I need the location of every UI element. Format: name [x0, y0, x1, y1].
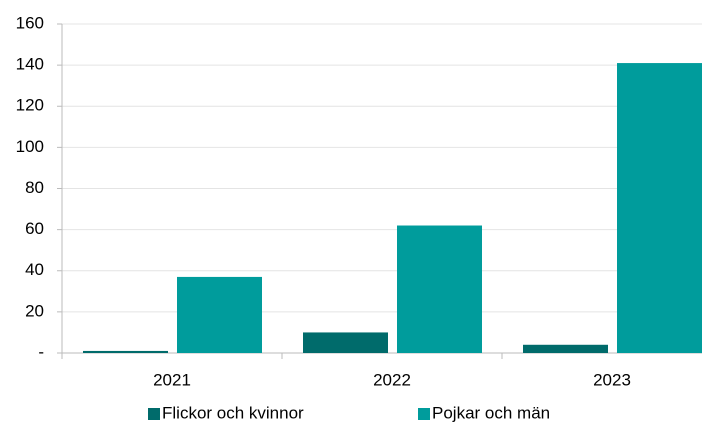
- bar: [617, 63, 702, 353]
- y-tick-label: 20: [25, 301, 44, 320]
- legend-label: Pojkar och män: [432, 403, 550, 422]
- y-tick-label: 40: [25, 260, 44, 279]
- legend-swatch: [148, 408, 160, 420]
- bar: [303, 332, 388, 353]
- y-tick-label: 160: [16, 13, 44, 32]
- bar: [523, 344, 608, 353]
- bar: [177, 276, 262, 353]
- y-tick-label: 60: [25, 219, 44, 238]
- y-tick-label: 140: [16, 55, 44, 74]
- y-tick-label: 80: [25, 178, 44, 197]
- bar: [397, 225, 482, 353]
- y-tick-label: 120: [16, 96, 44, 115]
- legend-swatch: [418, 408, 430, 420]
- y-tick-label: 100: [16, 137, 44, 156]
- x-tick-label: 2022: [373, 370, 411, 389]
- x-tick-label: 2023: [593, 370, 631, 389]
- bar: [83, 350, 168, 353]
- legend-label: Flickor och kvinnor: [162, 403, 304, 422]
- y-tick-label: -: [38, 342, 44, 361]
- x-tick-label: 2021: [153, 370, 191, 389]
